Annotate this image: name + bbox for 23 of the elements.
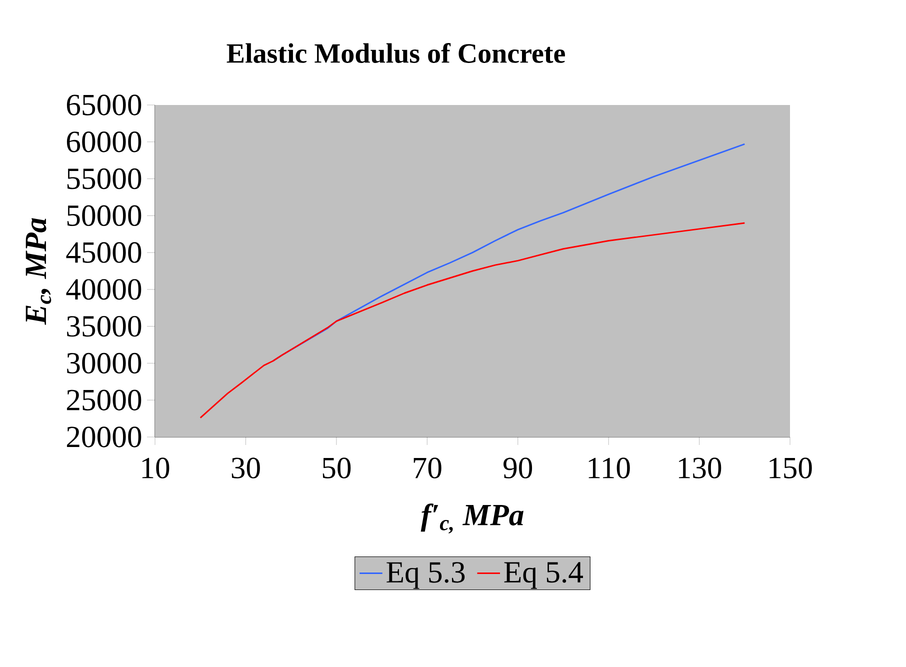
y-tick-label: 55000: [67, 168, 142, 190]
y-tick-label: 30000: [67, 352, 142, 374]
y-tick-label: 35000: [67, 316, 142, 337]
y-tick-label: 25000: [66, 390, 142, 410]
x-tick-label: 70: [414, 458, 442, 478]
y-axis-title: E$_{c}$, MPa: [26, 218, 52, 325]
x-tick-label: 150: [770, 458, 812, 478]
legend-label: Eq 5.4: [504, 562, 583, 589]
chart-title: Elastic Modulus of Concrete: [226, 42, 565, 64]
y-tick-label: 50000: [67, 205, 142, 226]
y-tick-label: 20000: [66, 426, 142, 448]
y-tick-label: 60000: [66, 132, 142, 152]
x-tick-label: 30: [232, 458, 260, 478]
y-tick-label: 65000: [66, 94, 142, 116]
x-tick-label: 10: [142, 458, 170, 478]
x-tick-label: 130: [678, 458, 722, 478]
y-tick-label: 40000: [66, 279, 142, 300]
x-tick-label: 110: [588, 458, 630, 478]
legend-label: Eq 5.3: [386, 562, 465, 589]
y-tick-label: 45000: [66, 242, 142, 263]
x-axis-title: f′$_{c,}$ MPa: [420, 504, 524, 534]
x-tick-label: 90: [504, 458, 532, 478]
x-tick-label: 50: [322, 458, 351, 478]
